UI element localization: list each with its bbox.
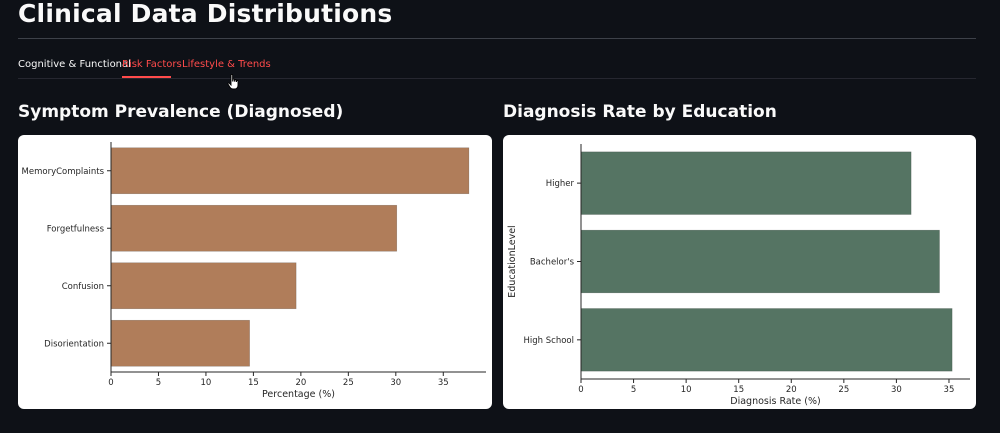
tab-bar: Cognitive & Functional Risk Factors Life… [18, 55, 976, 80]
tab-cognitive-functional[interactable]: Cognitive & Functional [18, 59, 131, 70]
hand-pointer-icon [227, 74, 239, 90]
y-tick-label-disorientation: Disorientation [44, 339, 104, 349]
x-tick-label-5: 5 [631, 385, 636, 395]
x-tick-label-30: 30 [891, 385, 902, 395]
bar-bachelor-s [580, 229, 940, 294]
x-axis-title: Percentage (%) [262, 389, 335, 400]
x-tick-label-15: 15 [733, 385, 744, 395]
title-divider [18, 38, 976, 39]
y-tick-label-bachelor-s: Bachelor's [530, 258, 575, 268]
x-tick-label-0: 0 [578, 385, 583, 395]
tab-risk-factors[interactable]: Risk Factors [122, 59, 182, 70]
y-tick-label-confusion: Confusion [62, 282, 104, 292]
x-tick-label-35: 35 [438, 378, 449, 388]
x-axis-title: Diagnosis Rate (%) [730, 396, 820, 407]
x-tick-label-35: 35 [944, 385, 955, 395]
x-tick-label-15: 15 [248, 378, 259, 388]
y-tick-label-forgetfulness: Forgetfulness [47, 224, 105, 234]
tab-lifestyle-trends[interactable]: Lifestyle & Trends [182, 59, 271, 70]
x-tick-label-0: 0 [108, 378, 113, 388]
x-tick-label-25: 25 [343, 378, 354, 388]
y-tick-label-memorycomplaints: MemoryComplaints [22, 167, 105, 177]
x-tick-label-20: 20 [295, 378, 306, 388]
education-diagnosis-chart: Higher Bachelor's High School 0 5 10 15 20 25 30 3… [503, 135, 976, 409]
symptom-prevalence-svg: MemoryComplaints Forgetfulness Confusion Di… [22, 142, 486, 400]
active-tab-indicator [122, 76, 171, 78]
bar-confusion [110, 262, 297, 310]
x-tick-label-10: 10 [201, 378, 212, 388]
symptom-prevalence-chart: MemoryComplaints Forgetfulness Confusion Di… [18, 135, 492, 409]
bar-high-school [580, 308, 953, 372]
y-tick-label-high-school: High School [524, 336, 574, 346]
bar-forgetfulness [110, 204, 398, 252]
page-title: Clinical Data Distributions [18, 0, 393, 28]
bar-higher [580, 151, 912, 215]
education-diagnosis-svg: Higher Bachelor's High School 0 5 10 15 20 25 30 3… [507, 144, 970, 407]
x-tick-label-10: 10 [681, 385, 692, 395]
x-tick-label-25: 25 [838, 385, 849, 395]
education-rate-title: Diagnosis Rate by Education [503, 102, 777, 122]
bar-memorycomplaints [110, 147, 470, 195]
y-axis-title: EducationLevel [507, 225, 518, 297]
x-tick-label-5: 5 [156, 378, 161, 388]
x-tick-label-30: 30 [390, 378, 401, 388]
bar-disorientation [110, 319, 250, 367]
x-tick-label-20: 20 [786, 385, 797, 395]
symptom-prevalence-title: Symptom Prevalence (Diagnosed) [18, 102, 344, 122]
y-tick-label-higher: Higher [546, 179, 575, 189]
tab-bar-divider [18, 78, 976, 79]
